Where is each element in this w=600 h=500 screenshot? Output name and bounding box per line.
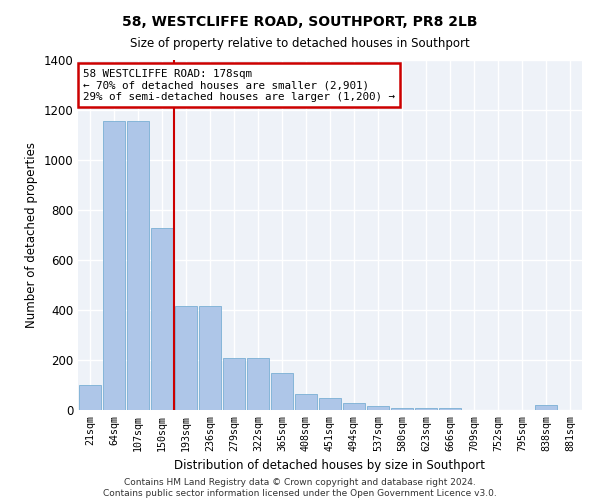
Text: Size of property relative to detached houses in Southport: Size of property relative to detached ho…: [130, 38, 470, 51]
Bar: [271, 373, 293, 410]
X-axis label: Distribution of detached houses by size in Southport: Distribution of detached houses by size …: [175, 459, 485, 472]
Bar: [439, 408, 461, 410]
Bar: [79, 385, 101, 410]
Bar: [247, 358, 269, 410]
Bar: [391, 408, 413, 410]
Bar: [175, 306, 197, 410]
Bar: [343, 403, 365, 410]
Bar: [199, 306, 221, 410]
Y-axis label: Number of detached properties: Number of detached properties: [25, 142, 38, 328]
Bar: [103, 122, 125, 410]
Bar: [295, 394, 317, 410]
Bar: [535, 405, 557, 410]
Bar: [319, 398, 341, 410]
Bar: [223, 358, 245, 410]
Text: Contains HM Land Registry data © Crown copyright and database right 2024.
Contai: Contains HM Land Registry data © Crown c…: [103, 478, 497, 498]
Text: 58 WESTCLIFFE ROAD: 178sqm
← 70% of detached houses are smaller (2,901)
29% of s: 58 WESTCLIFFE ROAD: 178sqm ← 70% of deta…: [83, 69, 395, 102]
Bar: [127, 122, 149, 410]
Bar: [151, 228, 173, 410]
Bar: [415, 408, 437, 410]
Bar: [367, 406, 389, 410]
Text: 58, WESTCLIFFE ROAD, SOUTHPORT, PR8 2LB: 58, WESTCLIFFE ROAD, SOUTHPORT, PR8 2LB: [122, 15, 478, 29]
